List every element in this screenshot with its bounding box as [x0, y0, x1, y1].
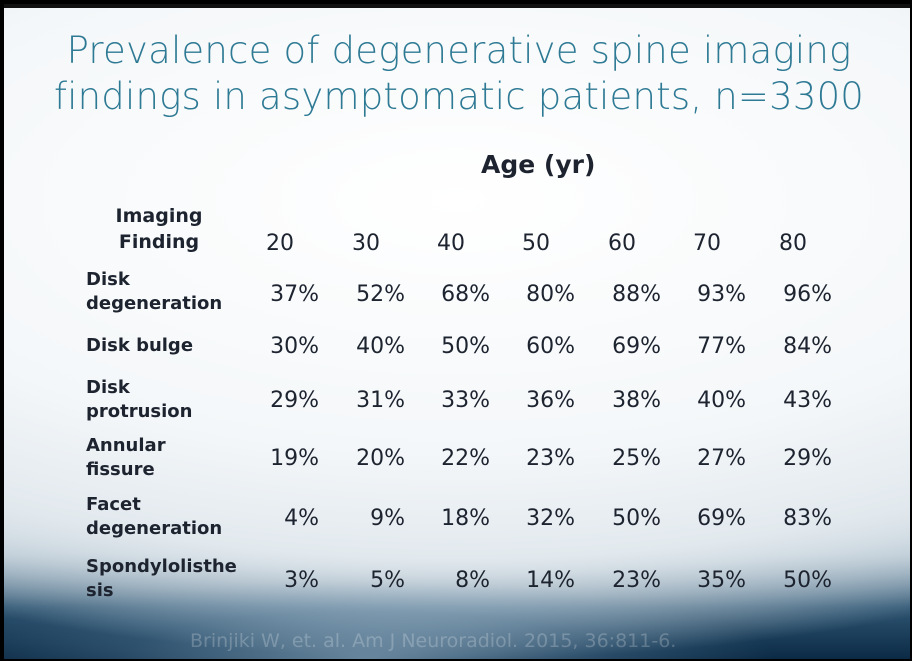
row-label-line-1: Disk	[86, 377, 130, 398]
cell: 96%	[783, 282, 832, 307]
table-row: Facet degeneration 4% 9% 18% 32% 50% 69%…	[4, 493, 910, 549]
table-row: Spondylolisthe sis 3% 5% 8% 14% 23% 35% …	[4, 555, 910, 611]
cell: 37%	[270, 282, 319, 307]
cell: 23%	[526, 446, 575, 471]
cell: 27%	[697, 446, 746, 471]
cell: 5%	[370, 568, 405, 593]
age-col-40: 40	[437, 231, 465, 256]
row-label-line-1: Annular	[86, 435, 166, 456]
row-label-line-2: protrusion	[86, 401, 193, 422]
cell: 8%	[455, 568, 490, 593]
age-header: Age (yr)	[481, 150, 596, 179]
cell: 30%	[270, 334, 319, 359]
cell: 69%	[697, 506, 746, 531]
row-label: Annular fissure	[86, 434, 236, 482]
table-row: Disk bulge 30% 40% 50% 60% 69% 77% 84%	[4, 330, 910, 386]
age-col-20: 20	[266, 231, 294, 256]
cell: 36%	[526, 388, 575, 413]
row-label: Disk degeneration	[86, 268, 236, 316]
row-label-line-1: Facet	[86, 494, 141, 515]
cell: 4%	[284, 506, 319, 531]
top-bar	[4, 4, 910, 8]
cell: 20%	[356, 446, 405, 471]
cell: 50%	[612, 506, 661, 531]
age-columns: 20 30 40 50 60 70 80	[4, 231, 910, 261]
row-label-line-1: Disk bulge	[86, 335, 194, 356]
cell: 38%	[612, 388, 661, 413]
cell: 23%	[612, 568, 661, 593]
cell: 9%	[370, 506, 405, 531]
row-label-line-1: Disk	[86, 269, 130, 290]
imaging-finding-header: Imaging Finding	[84, 203, 234, 255]
cell: 43%	[783, 388, 832, 413]
cell: 69%	[612, 334, 661, 359]
cell: 50%	[441, 334, 490, 359]
slide: Prevalence of degenerative spine imaging…	[4, 4, 910, 659]
cell: 22%	[441, 446, 490, 471]
row-label: Disk protrusion	[86, 376, 236, 424]
finding-header-line-1: Imaging	[115, 205, 203, 227]
cell: 35%	[697, 568, 746, 593]
row-label: Spondylolisthe sis	[86, 555, 237, 603]
table-row: Disk protrusion 29% 31% 33% 36% 38% 40% …	[4, 376, 910, 432]
cell: 19%	[270, 446, 319, 471]
cell: 29%	[270, 388, 319, 413]
cell: 83%	[783, 506, 832, 531]
age-col-50: 50	[522, 231, 550, 256]
table-row: Annular fissure 19% 20% 22% 23% 25% 27% …	[4, 434, 910, 490]
cell: 50%	[783, 568, 832, 593]
cell: 52%	[356, 282, 405, 307]
row-label-line-1: Spondylolisthe	[86, 556, 237, 577]
table-row: Disk degeneration 37% 52% 68% 80% 88% 93…	[4, 268, 910, 324]
row-label-line-2: fissure	[86, 459, 155, 480]
cell: 60%	[526, 334, 575, 359]
finding-header-line-2: Finding	[118, 231, 200, 253]
cell: 32%	[526, 506, 575, 531]
title-line-1: Prevalence of degenerative spine imaging	[66, 29, 852, 72]
row-label-line-2: degeneration	[86, 518, 223, 539]
cell: 33%	[441, 388, 490, 413]
row-label-line-2: sis	[86, 580, 114, 601]
cell: 29%	[783, 446, 832, 471]
age-col-60: 60	[608, 231, 636, 256]
age-col-70: 70	[693, 231, 721, 256]
cell: 25%	[612, 446, 661, 471]
cell: 3%	[284, 568, 319, 593]
cell: 77%	[697, 334, 746, 359]
title-line-2: findings in asymptomatic patients, n=330…	[53, 75, 865, 118]
cell: 84%	[783, 334, 832, 359]
cell: 80%	[526, 282, 575, 307]
cell: 18%	[441, 506, 490, 531]
age-col-80: 80	[779, 231, 807, 256]
row-label: Disk bulge	[86, 334, 236, 358]
cell: 68%	[441, 282, 490, 307]
row-label: Facet degeneration	[86, 493, 236, 541]
citation: Brinjiki W, et. al. Am J Neuroradiol. 20…	[190, 630, 677, 652]
cell: 40%	[697, 388, 746, 413]
cell: 40%	[356, 334, 405, 359]
row-label-line-2: degeneration	[86, 293, 223, 314]
slide-title: Prevalence of degenerative spine imaging…	[34, 28, 884, 120]
age-col-30: 30	[352, 231, 380, 256]
cell: 31%	[356, 388, 405, 413]
cell: 93%	[697, 282, 746, 307]
cell: 14%	[526, 568, 575, 593]
cell: 88%	[612, 282, 661, 307]
